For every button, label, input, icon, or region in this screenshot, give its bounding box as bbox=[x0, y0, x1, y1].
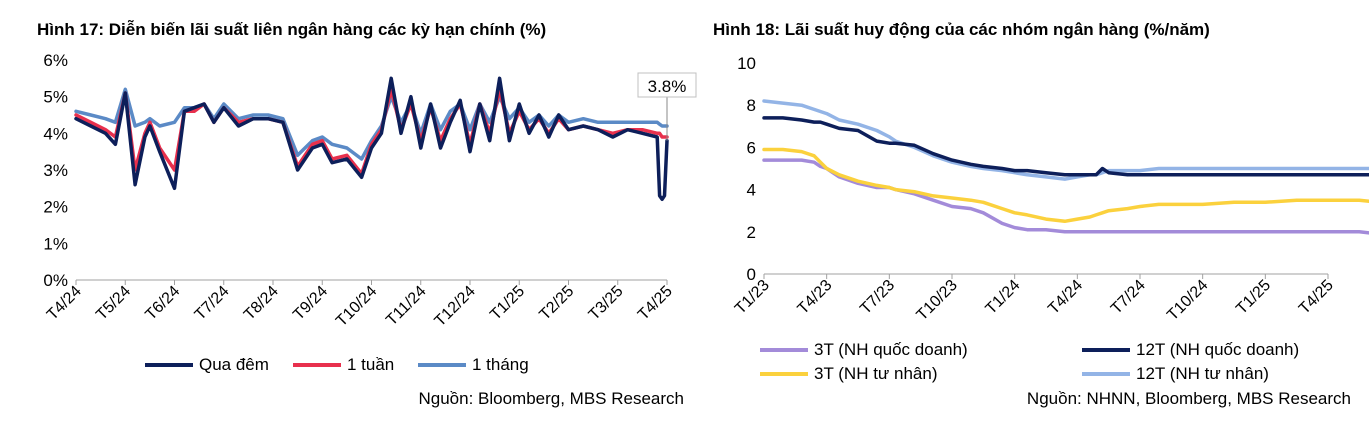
legend-label: 12T (NH tư nhân) bbox=[1136, 364, 1269, 383]
x-tick-label: T10/23 bbox=[914, 277, 961, 324]
series-line bbox=[762, 99, 1369, 181]
y-tick-label: 4% bbox=[43, 124, 68, 143]
legend-swatch bbox=[145, 363, 193, 367]
x-tick-label: T5/24 bbox=[93, 283, 134, 324]
annotation-box bbox=[1366, 134, 1369, 158]
chart-legend: 3T (NH quốc doanh) 12T (NH quốc doanh) 3… bbox=[700, 340, 1369, 390]
series-line bbox=[762, 116, 1369, 177]
x-tick-label: T1/25 bbox=[1233, 277, 1274, 318]
x-tick-label: T7/24 bbox=[192, 283, 233, 324]
series-line bbox=[762, 147, 1369, 224]
x-tick-label: T7/24 bbox=[1108, 277, 1149, 318]
y-tick-label: 0% bbox=[43, 271, 68, 290]
x-tick-label: T11/24 bbox=[383, 283, 429, 329]
x-tick-label: T2/25 bbox=[536, 283, 577, 324]
y-tick-label: 5% bbox=[43, 88, 68, 107]
chart-panel-interbank: Hình 17: Diễn biến lãi suất liên ngân hà… bbox=[0, 20, 700, 408]
y-tick-label: 2% bbox=[43, 198, 68, 217]
y-tick-label: 2 bbox=[747, 223, 756, 242]
chart-title: Hình 17: Diễn biến lãi suất liên ngân hà… bbox=[37, 20, 547, 39]
x-tick-label: T4/25 bbox=[635, 283, 676, 324]
legend-item: 12T (NH tư nhân) bbox=[1082, 364, 1269, 384]
series-line bbox=[762, 158, 1369, 235]
legend-swatch bbox=[1082, 372, 1130, 376]
x-tick-label: T10/24 bbox=[1164, 277, 1211, 324]
y-tick-label: 4 bbox=[747, 181, 756, 200]
legend-item: 1 tuần bbox=[293, 355, 394, 375]
x-tick-label: T6/24 bbox=[142, 283, 183, 324]
chart-title: Hình 18: Lãi suất huy động của các nhóm … bbox=[713, 20, 1210, 39]
y-tick-label: 8 bbox=[747, 96, 756, 115]
legend-swatch bbox=[1082, 348, 1130, 352]
y-tick-label: 0 bbox=[747, 265, 756, 284]
legend-swatch bbox=[293, 363, 341, 367]
x-tick-label: T8/24 bbox=[241, 283, 282, 324]
legend-swatch bbox=[760, 372, 808, 376]
series-line bbox=[74, 76, 669, 202]
legend-label: Qua đêm bbox=[199, 355, 269, 374]
annotation-label: 3.8% bbox=[648, 77, 687, 96]
y-tick-label: 6% bbox=[43, 51, 68, 70]
legend-label: 1 tuần bbox=[347, 355, 395, 374]
legend-item: Qua đêm bbox=[145, 355, 269, 375]
legend-item: 1 tháng bbox=[418, 355, 529, 375]
y-tick-label: 3% bbox=[43, 161, 68, 180]
annotation-box bbox=[637, 72, 697, 98]
legend-swatch bbox=[760, 348, 808, 352]
x-tick-label: T1/25 bbox=[487, 283, 528, 324]
interbank-rate-chart: 0%1%2%3%4%5%6%T4/24 T5/24 T6/24 T7/24 T8/24 T… bbox=[43, 51, 697, 330]
legend-item: 3T (NH quốc doanh) bbox=[760, 340, 968, 360]
legend-swatch bbox=[418, 363, 466, 367]
y-tick-label: 10 bbox=[737, 54, 756, 73]
chart-source: Nguồn: Bloomberg, MBS Research bbox=[418, 389, 684, 408]
legend-label: 1 tháng bbox=[472, 355, 529, 374]
chart-source: Nguồn: NHNN, Bloomberg, MBS Research bbox=[1026, 389, 1351, 408]
x-tick-label: T12/24 bbox=[432, 283, 479, 330]
y-tick-label: 1% bbox=[43, 234, 68, 253]
chart-legend: Qua đêm 1 tuần 1 tháng bbox=[0, 355, 700, 381]
legend-item: 12T (NH quốc doanh) bbox=[1082, 340, 1299, 360]
y-tick-label: 6 bbox=[747, 138, 756, 157]
x-tick-label: T4/25 bbox=[1296, 277, 1337, 318]
legend-label: 12T (NH quốc doanh) bbox=[1136, 340, 1300, 359]
x-tick-label: T3/25 bbox=[586, 283, 627, 324]
x-tick-label: T4/24 bbox=[1045, 277, 1086, 318]
x-tick-label: T4/23 bbox=[795, 277, 836, 318]
legend-label: 3T (NH quốc doanh) bbox=[814, 340, 968, 359]
legend-label: 3T (NH tư nhân) bbox=[814, 364, 938, 383]
legend-item: 3T (NH tư nhân) bbox=[760, 364, 938, 384]
chart-panel-deposit: Hình 18: Lãi suất huy động của các nhóm … bbox=[700, 0, 1369, 425]
x-tick-label: T1/24 bbox=[983, 277, 1024, 318]
x-tick-label: T10/24 bbox=[333, 283, 380, 330]
x-tick-label: T9/24 bbox=[290, 283, 331, 324]
x-tick-label: T7/23 bbox=[857, 277, 898, 318]
